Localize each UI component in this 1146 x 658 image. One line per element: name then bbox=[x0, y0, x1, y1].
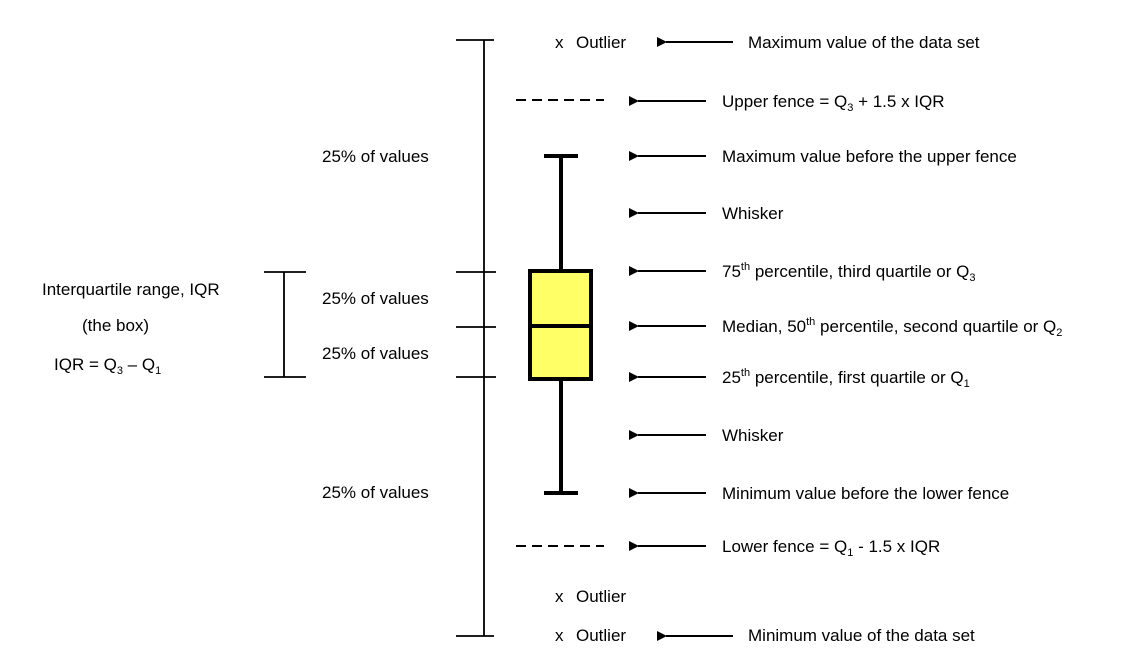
annotation-min-data-set: Minimum value of the data set bbox=[748, 626, 975, 645]
annotation-min-before-lower: Minimum value before the lower fence bbox=[722, 484, 1009, 503]
scale-label-upper-box: 25% of values bbox=[322, 289, 429, 308]
iqr-subtitle: (the box) bbox=[82, 316, 149, 335]
outlier-max: x Outlier bbox=[555, 33, 626, 52]
annotation-max-before-upper: Maximum value before the upper fence bbox=[722, 147, 1017, 166]
scale-label-top: 25% of values bbox=[322, 147, 429, 166]
iqr-formula: IQR = Q3 – Q1 bbox=[54, 355, 161, 377]
annotation-median: Median, 50th percentile, second quartile… bbox=[722, 316, 1062, 339]
outlier-marker: x bbox=[555, 33, 564, 52]
iqr-bracket bbox=[264, 271, 306, 378]
outlier-label: Outlier bbox=[576, 33, 626, 52]
annotation-q1: 25th percentile, first quartile or Q1 bbox=[722, 367, 970, 390]
iqr-title: Interquartile range, IQR bbox=[42, 280, 220, 299]
outlier-label: Outlier bbox=[576, 626, 626, 645]
annotation-whisker-upper: Whisker bbox=[722, 204, 784, 223]
outlier-label: Outlier bbox=[576, 587, 626, 606]
annotation-whisker-lower: Whisker bbox=[722, 426, 784, 445]
range-scale bbox=[456, 39, 496, 637]
outlier-marker: x bbox=[555, 587, 564, 606]
annotation-max-data-set: Maximum value of the data set bbox=[748, 33, 980, 52]
annotation-arrows bbox=[629, 37, 733, 641]
annotation-lower-fence: Lower fence = Q1 - 1.5 x IQR bbox=[722, 537, 940, 559]
outlier-marker: x bbox=[555, 626, 564, 645]
scale-label-bottom: 25% of values bbox=[322, 483, 429, 502]
scale-label-lower-box: 25% of values bbox=[322, 344, 429, 363]
outlier-min: x Outlier bbox=[555, 626, 626, 645]
annotation-q3: 75th percentile, third quartile or Q3 bbox=[722, 261, 975, 284]
box-plot bbox=[528, 154, 593, 495]
outlier-low: x Outlier bbox=[555, 587, 626, 606]
annotation-upper-fence: Upper fence = Q3 + 1.5 x IQR bbox=[722, 92, 945, 114]
